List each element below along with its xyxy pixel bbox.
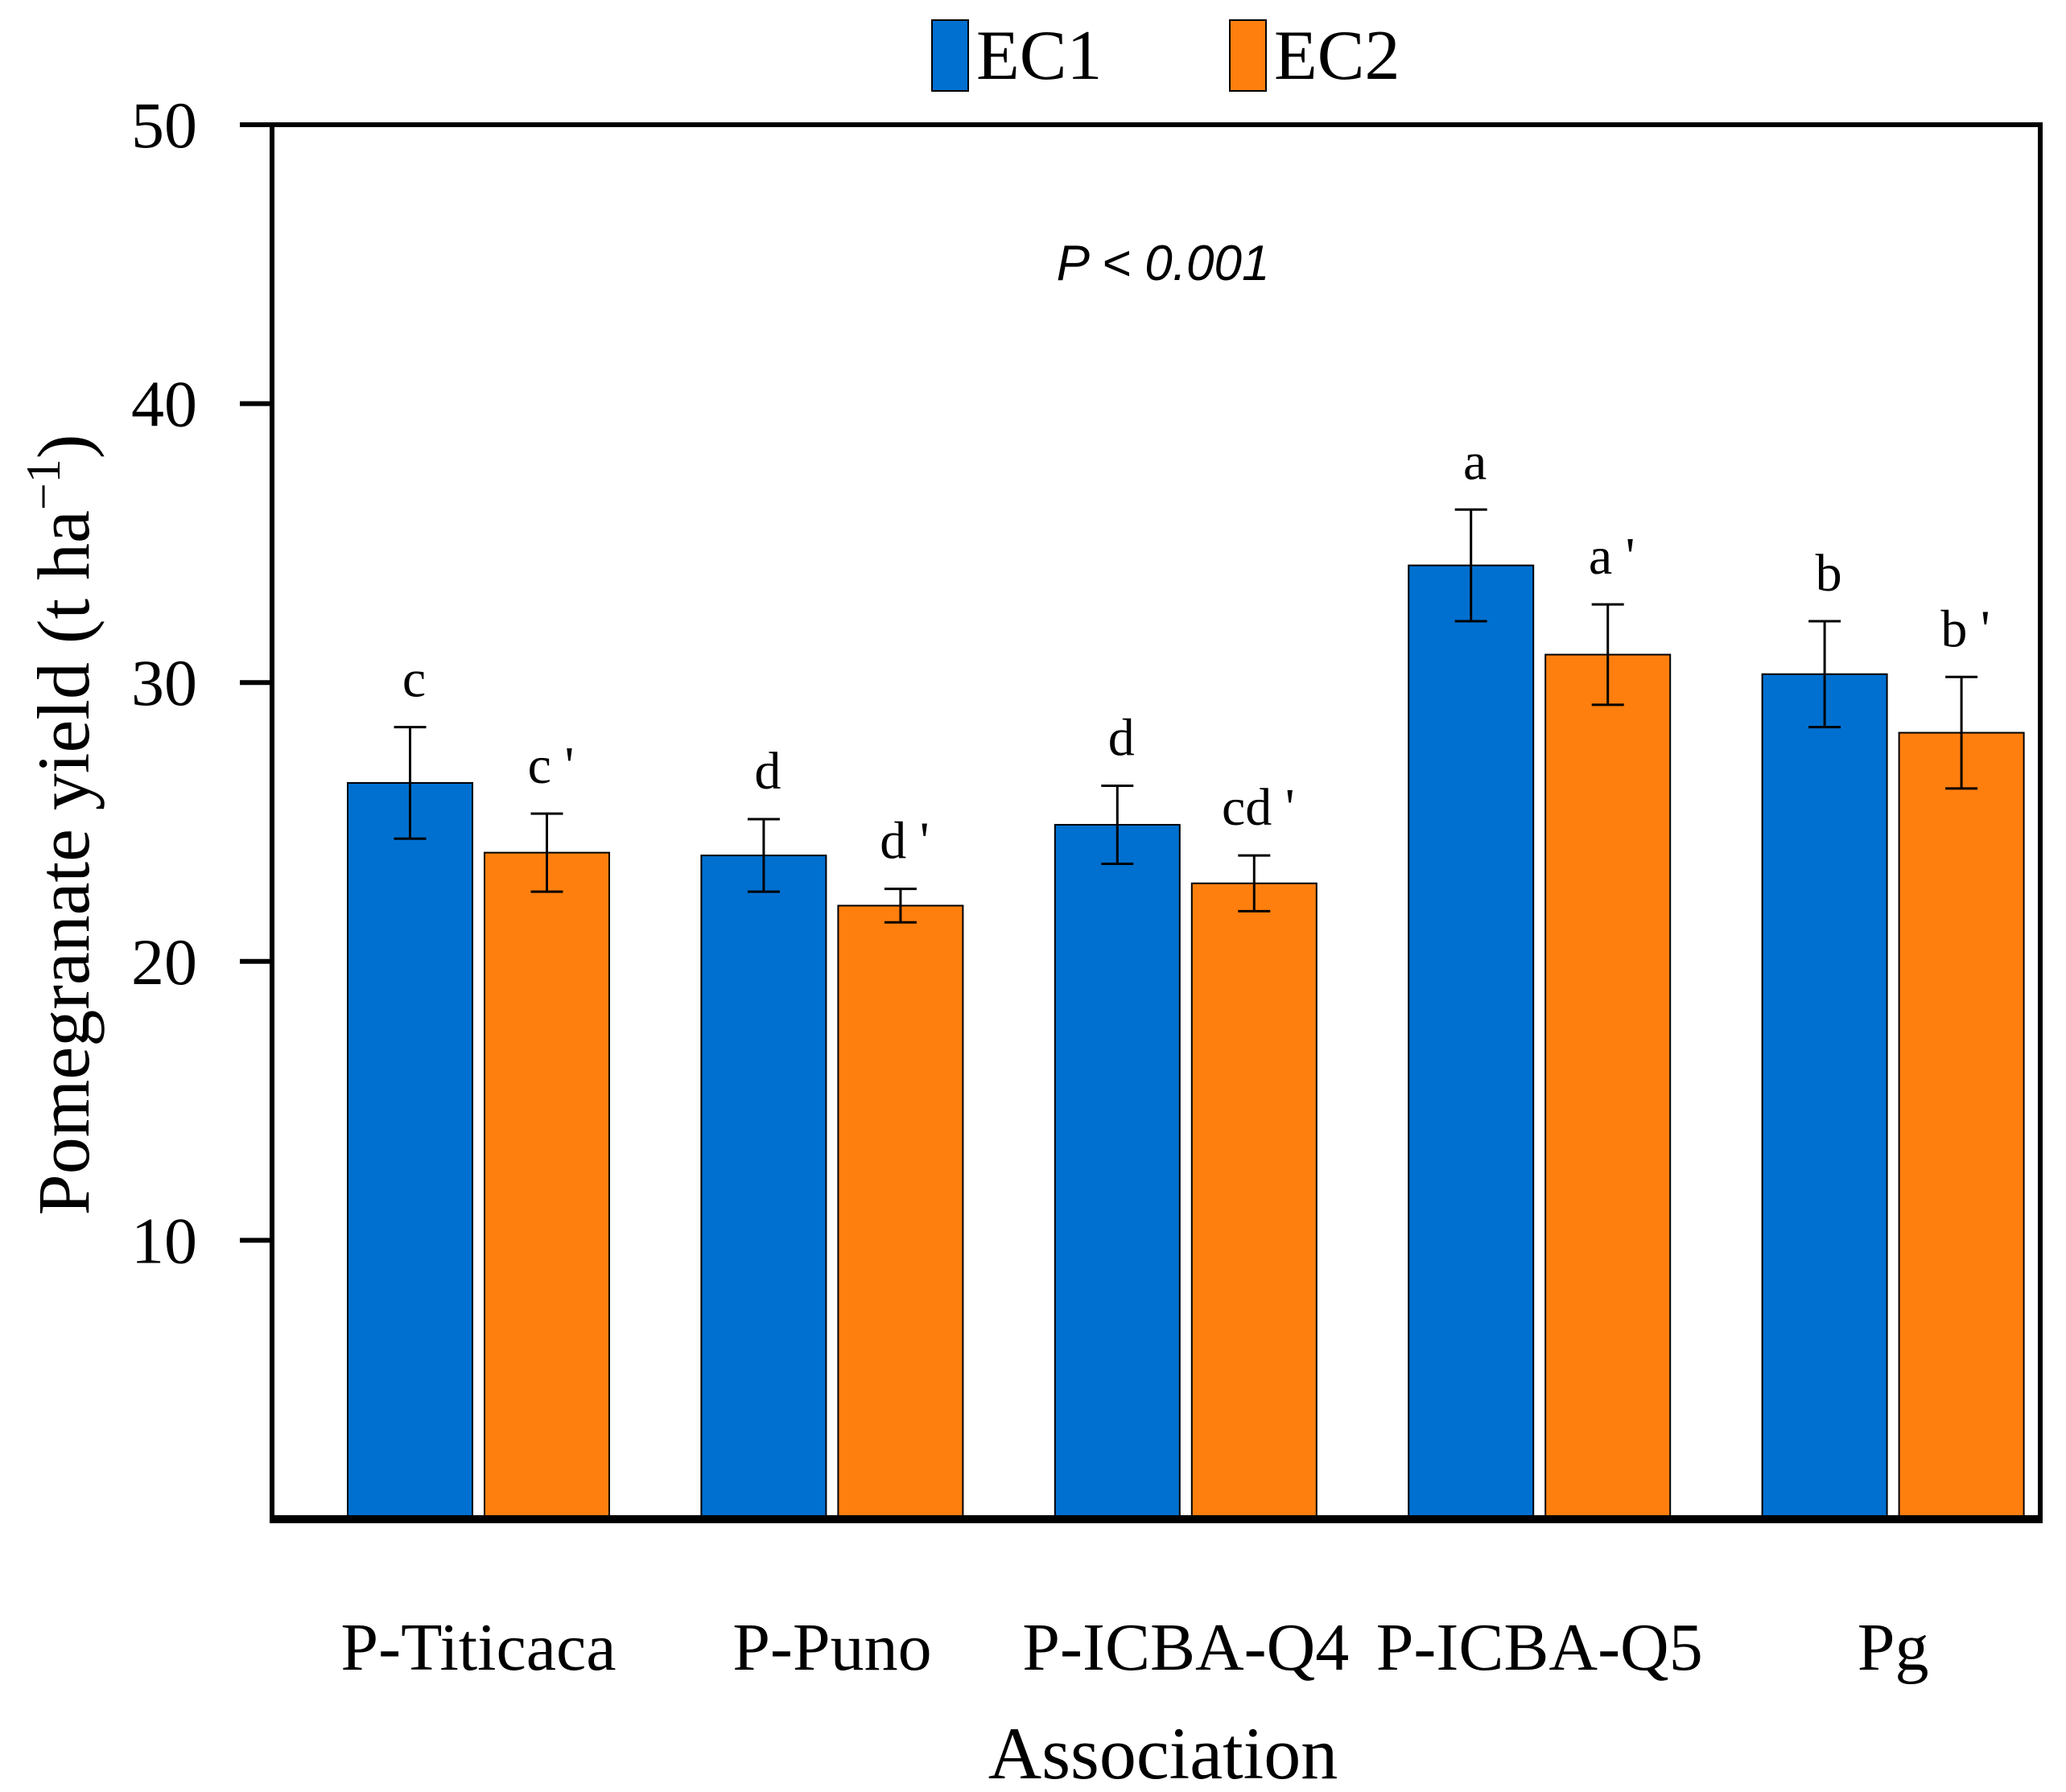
x-category-label: P-ICBA-Q4 [1022,1610,1349,1685]
legend-label-ec2: EC2 [1274,17,1400,95]
bar-ec2 [1190,882,1318,1520]
x-category-label: P-Puno [732,1610,931,1685]
legend-swatch-ec2 [1229,19,1267,92]
x-category-label: P-Titicaca [340,1610,616,1685]
x-category-label: P-ICBA-Q5 [1376,1610,1703,1685]
bar-ec1 [1761,673,1888,1520]
bar-ec2 [484,851,610,1520]
y-tick-label: 10 [131,1204,197,1277]
legend-label-ec1: EC1 [976,17,1102,95]
y-tick-label: 30 [131,646,197,719]
x-axis-categories: P-Titicaca P-Puno P-ICBA-Q4 P-ICBA-Q5 Pg [340,1610,1928,1685]
y-tick-label: 20 [131,925,197,999]
x-category-label: Pg [1858,1610,1929,1685]
bar-ec2 [1544,653,1672,1520]
significance-letter: b [1816,544,1842,603]
y-tick-label: 40 [131,368,197,441]
y-axis-label-superscript: −1 [17,459,70,510]
p-value-annotation: P < 0.001 [1057,236,1270,291]
significance-letter: d [754,742,781,801]
bars: c c ' d d ' d cd ' a a ' b b ' [347,432,2025,1521]
significance-letter: d ' [880,812,929,871]
significance-letter: cd ' [1222,778,1295,837]
bar-ec2 [837,904,964,1520]
x-axis-label: Association [988,1712,1338,1792]
significance-letter: b ' [1940,599,1990,658]
legend-swatch-ec1 [931,19,969,92]
significance-letter: d [1108,708,1135,767]
significance-letter: a [1463,432,1487,491]
significance-letter: a ' [1589,527,1635,586]
y-axis-label-main: Pomegranate yield (t ha [23,510,105,1215]
bar-ec2 [1898,731,2025,1520]
bar-ec1 [1408,564,1535,1520]
y-axis-ticks: 10 20 30 40 50 [131,89,272,1277]
y-tick-label: 50 [131,89,197,162]
significance-letter: c ' [528,736,575,795]
significance-letter: c [402,650,426,709]
bar-ec1 [700,855,827,1521]
bar-ec1 [1054,823,1181,1520]
legend: EC1 EC2 [931,17,1400,95]
bar-ec1 [347,781,473,1520]
y-axis-label-close: ) [23,435,105,459]
y-axis-label: Pomegranate yield (t ha−1) [17,435,105,1216]
